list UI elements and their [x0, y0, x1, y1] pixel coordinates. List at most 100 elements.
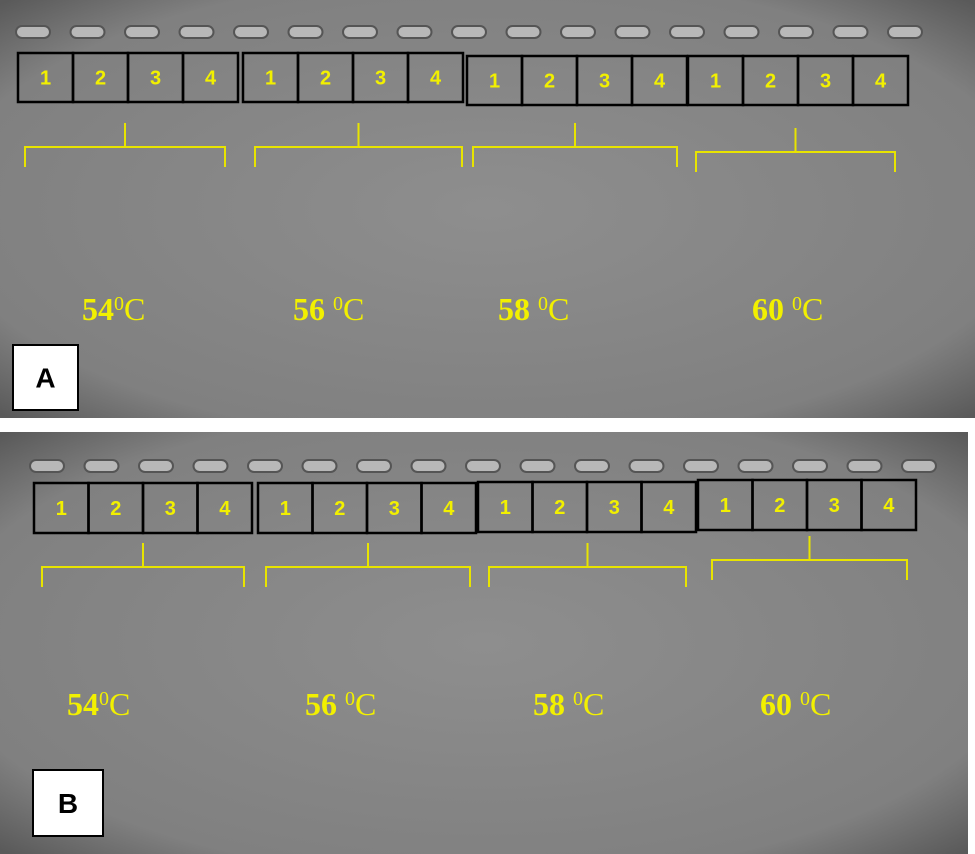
well [902, 460, 936, 472]
gel-panel: 1234540C1234560C1234580C1234600CA [0, 0, 975, 418]
degree-sign: 0 [792, 293, 802, 315]
temperature-unit: C [802, 291, 823, 327]
well [412, 460, 446, 472]
temperature-value: 58 [533, 686, 565, 722]
temperature-value: 60 [760, 686, 792, 722]
well [507, 26, 541, 38]
lane-number: 4 [875, 71, 887, 93]
temperature-value: 58 [498, 291, 530, 327]
well [575, 460, 609, 472]
lane-number: 2 [544, 71, 555, 93]
lane-number: 3 [375, 68, 386, 90]
well [725, 26, 759, 38]
lane-number: 1 [500, 497, 511, 519]
degree-sign: 0 [573, 688, 583, 710]
well [888, 26, 922, 38]
degree-sign: 0 [99, 688, 109, 710]
lane-number: 4 [430, 68, 442, 90]
lane-number: 3 [599, 71, 610, 93]
well [848, 460, 882, 472]
lane-number: 3 [150, 68, 161, 90]
well [466, 460, 500, 472]
lane-number: 2 [774, 495, 785, 517]
lane-number: 2 [320, 68, 331, 90]
degree-sign: 0 [333, 293, 343, 315]
well [85, 460, 119, 472]
lane-number: 4 [654, 71, 666, 93]
temperature-label: 540C [82, 291, 145, 327]
lane-number: 2 [95, 68, 106, 90]
well [779, 26, 813, 38]
well [739, 460, 773, 472]
well [16, 26, 50, 38]
well [452, 26, 486, 38]
temperature-label: 540C [67, 686, 130, 722]
temperature-value: 56 [305, 686, 337, 722]
well [684, 460, 718, 472]
temperature-unit: C [548, 291, 569, 327]
well [616, 26, 650, 38]
degree-sign: 0 [800, 688, 810, 710]
degree-sign: 0 [345, 688, 355, 710]
lane-number: 3 [820, 71, 831, 93]
well [521, 460, 555, 472]
lane-number: 1 [56, 498, 67, 520]
lane-number: 4 [883, 495, 895, 517]
well [71, 26, 105, 38]
gel-background [0, 432, 968, 854]
panel-label: B [58, 788, 78, 819]
lane-number: 1 [720, 495, 731, 517]
well [194, 460, 228, 472]
temperature-unit: C [810, 686, 831, 722]
temperature-unit: C [583, 686, 604, 722]
temperature-value: 56 [293, 291, 325, 327]
well [630, 460, 664, 472]
lane-number: 3 [389, 498, 400, 520]
well [303, 460, 337, 472]
temperature-unit: C [109, 686, 130, 722]
lane-number: 3 [609, 497, 620, 519]
lane-number: 4 [443, 498, 455, 520]
lane-number: 4 [205, 68, 217, 90]
gel-background [0, 0, 975, 418]
well [289, 26, 323, 38]
well [398, 26, 432, 38]
lane-number: 2 [765, 71, 776, 93]
lane-number: 2 [334, 498, 345, 520]
lane-number: 1 [489, 71, 500, 93]
lane-number: 1 [40, 68, 51, 90]
lane-number: 1 [710, 71, 721, 93]
lane-number: 4 [663, 497, 675, 519]
well [248, 460, 282, 472]
temperature-value: 54 [67, 686, 99, 722]
well [30, 460, 64, 472]
well [834, 26, 868, 38]
temperature-unit: C [355, 686, 376, 722]
well [343, 26, 377, 38]
degree-sign: 0 [538, 293, 548, 315]
lane-number: 2 [110, 498, 121, 520]
panel-label: A [35, 363, 55, 394]
lane-number: 4 [219, 498, 231, 520]
temperature-value: 60 [752, 291, 784, 327]
temperature-unit: C [124, 291, 145, 327]
lane-number: 3 [829, 495, 840, 517]
well [139, 460, 173, 472]
temperature-unit: C [343, 291, 364, 327]
lane-number: 1 [280, 498, 291, 520]
well [357, 460, 391, 472]
gel-figure: 1234540C1234560C1234580C1234600CA1234540… [0, 0, 975, 854]
degree-sign: 0 [114, 293, 124, 315]
page: 1234540C1234560C1234580C1234600CA1234540… [0, 0, 975, 854]
lane-number: 1 [265, 68, 276, 90]
well [180, 26, 214, 38]
lane-number: 2 [554, 497, 565, 519]
well [234, 26, 268, 38]
well [561, 26, 595, 38]
well [793, 460, 827, 472]
lane-number: 3 [165, 498, 176, 520]
well [125, 26, 159, 38]
well [670, 26, 704, 38]
temperature-value: 54 [82, 291, 114, 327]
